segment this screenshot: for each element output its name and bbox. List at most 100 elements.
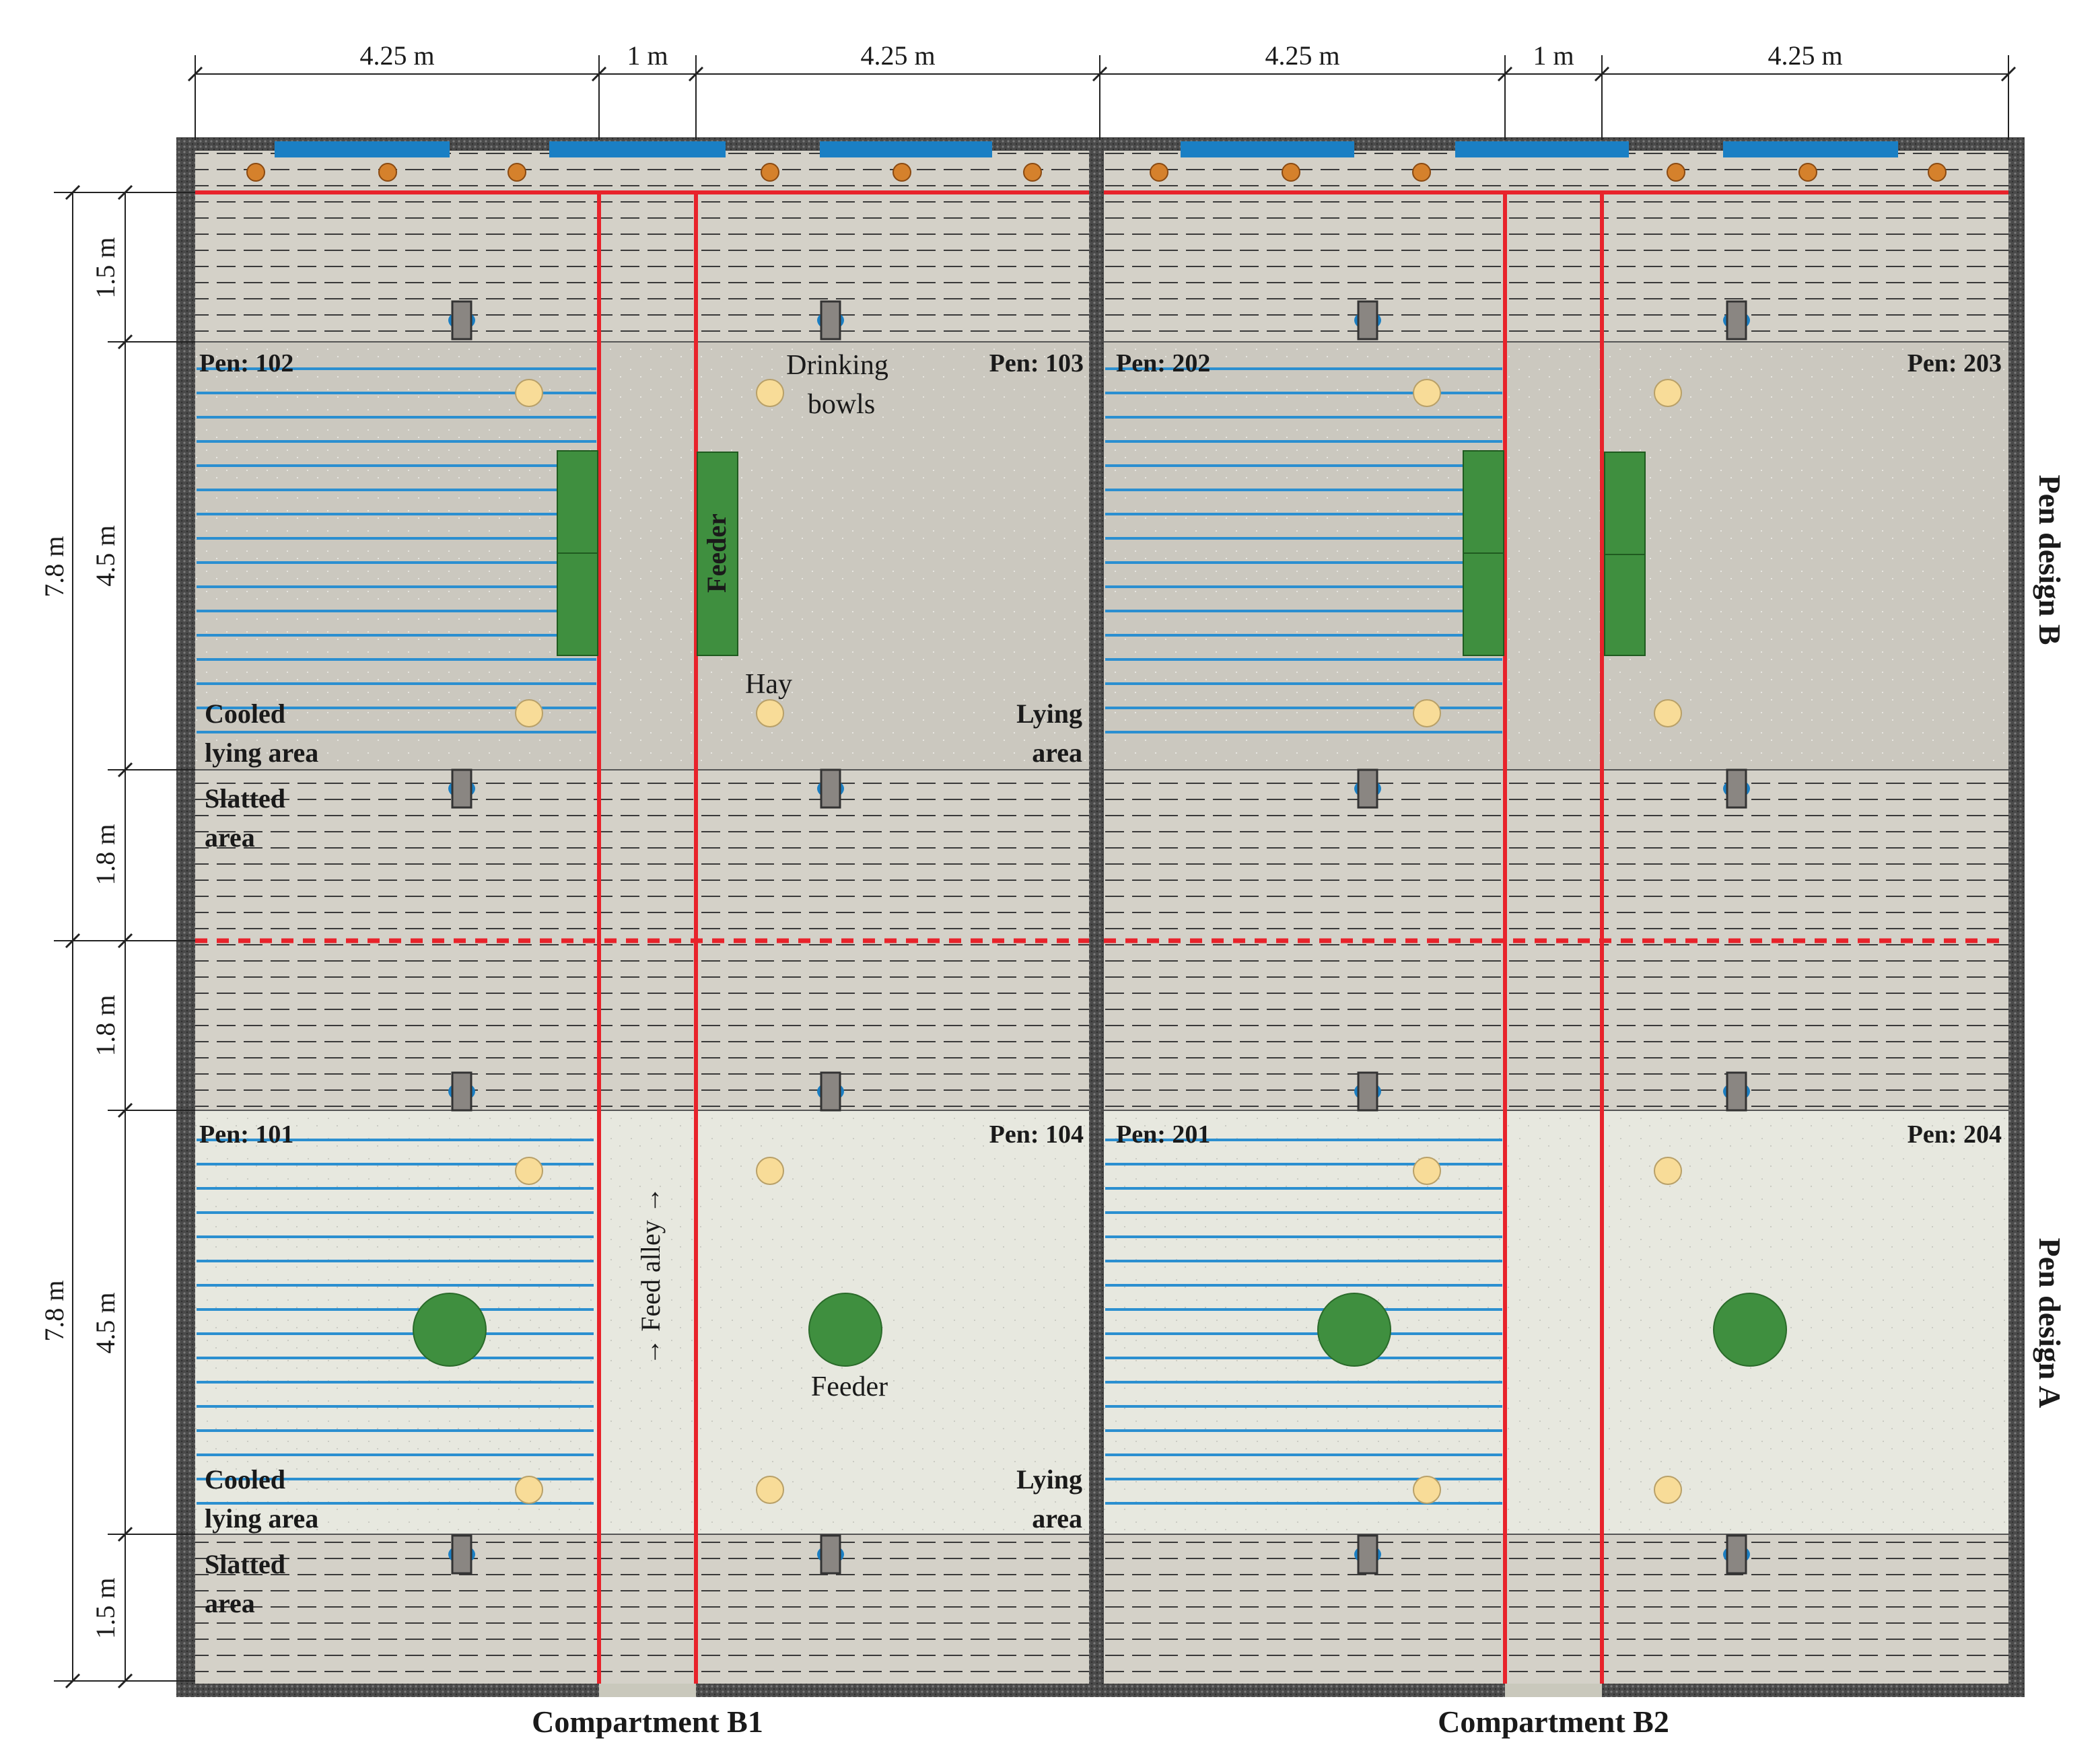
ventilation-strips: [275, 141, 1898, 157]
pen-label-103: Pen: 103: [989, 349, 1084, 378]
gate-post: [820, 1534, 841, 1575]
cooled-label-a-line1: Cooled: [205, 1464, 285, 1495]
gate-post: [451, 300, 473, 340]
pen-label-101: Pen: 101: [199, 1120, 293, 1149]
drinking-bowl-icon: [515, 379, 543, 407]
dimension-ticks: [65, 66, 2017, 1689]
lying-label-b-line1: Lying: [1016, 698, 1082, 729]
rectangular-feeders: [557, 450, 1646, 656]
dim-left-outer-2: 7.8 m: [39, 1280, 69, 1341]
dim-left-inner-1: 1.5 m: [90, 237, 120, 298]
gate-post: [820, 1071, 841, 1112]
pen-label-104: Pen: 104: [989, 1120, 1084, 1149]
drinking-bowl-icon: [515, 699, 543, 727]
compartment-divider-wall: [1089, 137, 1104, 1697]
dim-left-inner-2: 4.5 m: [90, 525, 120, 586]
sprinkler-icon: [508, 163, 526, 182]
sprinkler-icon: [1667, 163, 1685, 182]
gate-post: [1726, 1071, 1747, 1112]
drinking-bowls-label-line2: bowls: [808, 389, 875, 420]
drinking-bowl-icon: [1654, 1157, 1682, 1185]
gate-post: [1357, 300, 1378, 340]
cooled-label-a-line2: lying area: [205, 1503, 318, 1534]
dim-top-4: 4.25 m: [1265, 40, 1339, 71]
gate-post: [1357, 1534, 1378, 1575]
dim-top-3: 4.25 m: [860, 40, 935, 71]
barriers: [195, 190, 2008, 1684]
sprinkler-icon: [761, 163, 779, 182]
feeder-label-vertical: Feeder: [701, 513, 732, 593]
round-feeders: [413, 1293, 1787, 1367]
gate-post: [1726, 300, 1747, 340]
sprinkler-icon: [1023, 163, 1042, 182]
lying-label-a-line1: Lying: [1016, 1464, 1082, 1495]
sprinkler-icon: [1412, 163, 1431, 182]
drinking-bowl-icon: [515, 1157, 543, 1185]
pen-label-201: Pen: 201: [1116, 1120, 1210, 1149]
drinking-bowl-icon: [1654, 1476, 1682, 1504]
sprinkler-icon: [246, 163, 265, 182]
door-b1: [599, 1684, 696, 1697]
compartment-b2-floor: [1104, 151, 2008, 1684]
pen-label-202: Pen: 202: [1116, 349, 1210, 378]
drinking-bowl-icon: [1413, 1157, 1441, 1185]
drinking-bowl-icon: [756, 1157, 784, 1185]
gate-post: [820, 300, 841, 340]
drinking-bowl-icon: [1413, 699, 1441, 727]
drinking-bowl-icon: [756, 379, 784, 407]
gate-post: [1726, 768, 1747, 809]
sprinkler-icon: [378, 163, 397, 182]
hay-label: Hay: [745, 669, 792, 700]
dim-left-outer-1: 7.8 m: [39, 536, 69, 597]
dim-left-inner-3: 1.8 m: [90, 824, 120, 885]
cooled-label-b-line1: Cooled: [205, 698, 285, 729]
compartment-b2-label: Compartment B2: [1438, 1704, 1669, 1739]
pen-design-a-label: Pen design A: [2033, 1237, 2067, 1408]
dim-top-6: 4.25 m: [1768, 40, 1842, 71]
sprinkler-icon: [246, 163, 1947, 182]
dimension-lines: [54, 55, 2009, 1682]
slatted-label-b-line1: Slatted: [205, 783, 285, 814]
slatted-label-a-line2: area: [205, 1588, 255, 1618]
compartment-b1-label: Compartment B1: [532, 1704, 763, 1739]
door-b2: [1505, 1684, 1602, 1697]
drinking-bowl-icon: [756, 699, 784, 727]
dim-top-1: 4.25 m: [359, 40, 434, 71]
gate-post: [451, 1071, 473, 1112]
drinking-bowl-icon: [756, 1476, 784, 1504]
pen-label-204: Pen: 204: [1908, 1120, 2002, 1149]
lying-label-a-line2: area: [1032, 1503, 1082, 1534]
dim-top-5: 1 m: [1533, 40, 1574, 71]
drinking-bowl-icon: [1413, 379, 1441, 407]
sprinkler-icon: [893, 163, 911, 182]
cooled-label-b-line2: lying area: [205, 738, 318, 768]
pen-design-b-label: Pen design B: [2033, 474, 2067, 645]
slatted-label-b-line2: area: [205, 822, 255, 853]
gate-post: [1726, 1534, 1747, 1575]
sprinkler-icon: [1282, 163, 1300, 182]
drinking-bowl-icon: [515, 1476, 543, 1504]
pen-label-102: Pen: 102: [199, 349, 293, 378]
gate-post: [451, 1534, 473, 1575]
feeder-label-round: Feeder: [811, 1371, 888, 1402]
feed-alley-label: → Feed alley →: [635, 1186, 666, 1365]
gate-post-icon: [448, 300, 1750, 1575]
gate-post: [451, 768, 473, 809]
pen-label-203: Pen: 203: [1908, 349, 2002, 378]
drinking-bowl-icon: [1413, 1476, 1441, 1504]
sprinkler-icon: [1928, 163, 1947, 182]
dim-left-inner-5: 4.5 m: [90, 1292, 120, 1353]
gate-post: [1357, 768, 1378, 809]
gate-post: [820, 768, 841, 809]
slatted-label-a-line1: Slatted: [205, 1549, 285, 1579]
compartment-b1-floor: [195, 151, 1089, 1684]
dim-left-inner-6: 1.5 m: [90, 1577, 120, 1639]
gate-post: [1357, 1071, 1378, 1112]
lying-label-b-line2: area: [1032, 738, 1082, 768]
drinking-bowl-icon: [1654, 699, 1682, 727]
dim-top-2: 1 m: [627, 40, 668, 71]
drinking-bowl-icon: [515, 379, 1682, 1504]
sprinkler-icon: [1798, 163, 1817, 182]
drinking-bowl-icon: [1654, 379, 1682, 407]
